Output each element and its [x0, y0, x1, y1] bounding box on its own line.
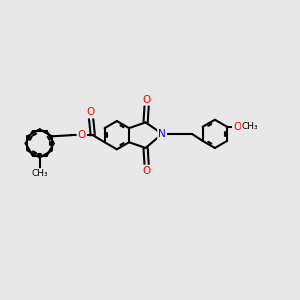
Text: CH₃: CH₃ — [242, 122, 259, 131]
Text: O: O — [233, 122, 241, 132]
Text: O: O — [142, 94, 151, 105]
Text: O: O — [78, 130, 86, 140]
Text: O: O — [142, 166, 151, 176]
Text: O: O — [87, 107, 95, 117]
Text: CH₃: CH₃ — [32, 169, 48, 178]
Text: N: N — [158, 129, 166, 139]
